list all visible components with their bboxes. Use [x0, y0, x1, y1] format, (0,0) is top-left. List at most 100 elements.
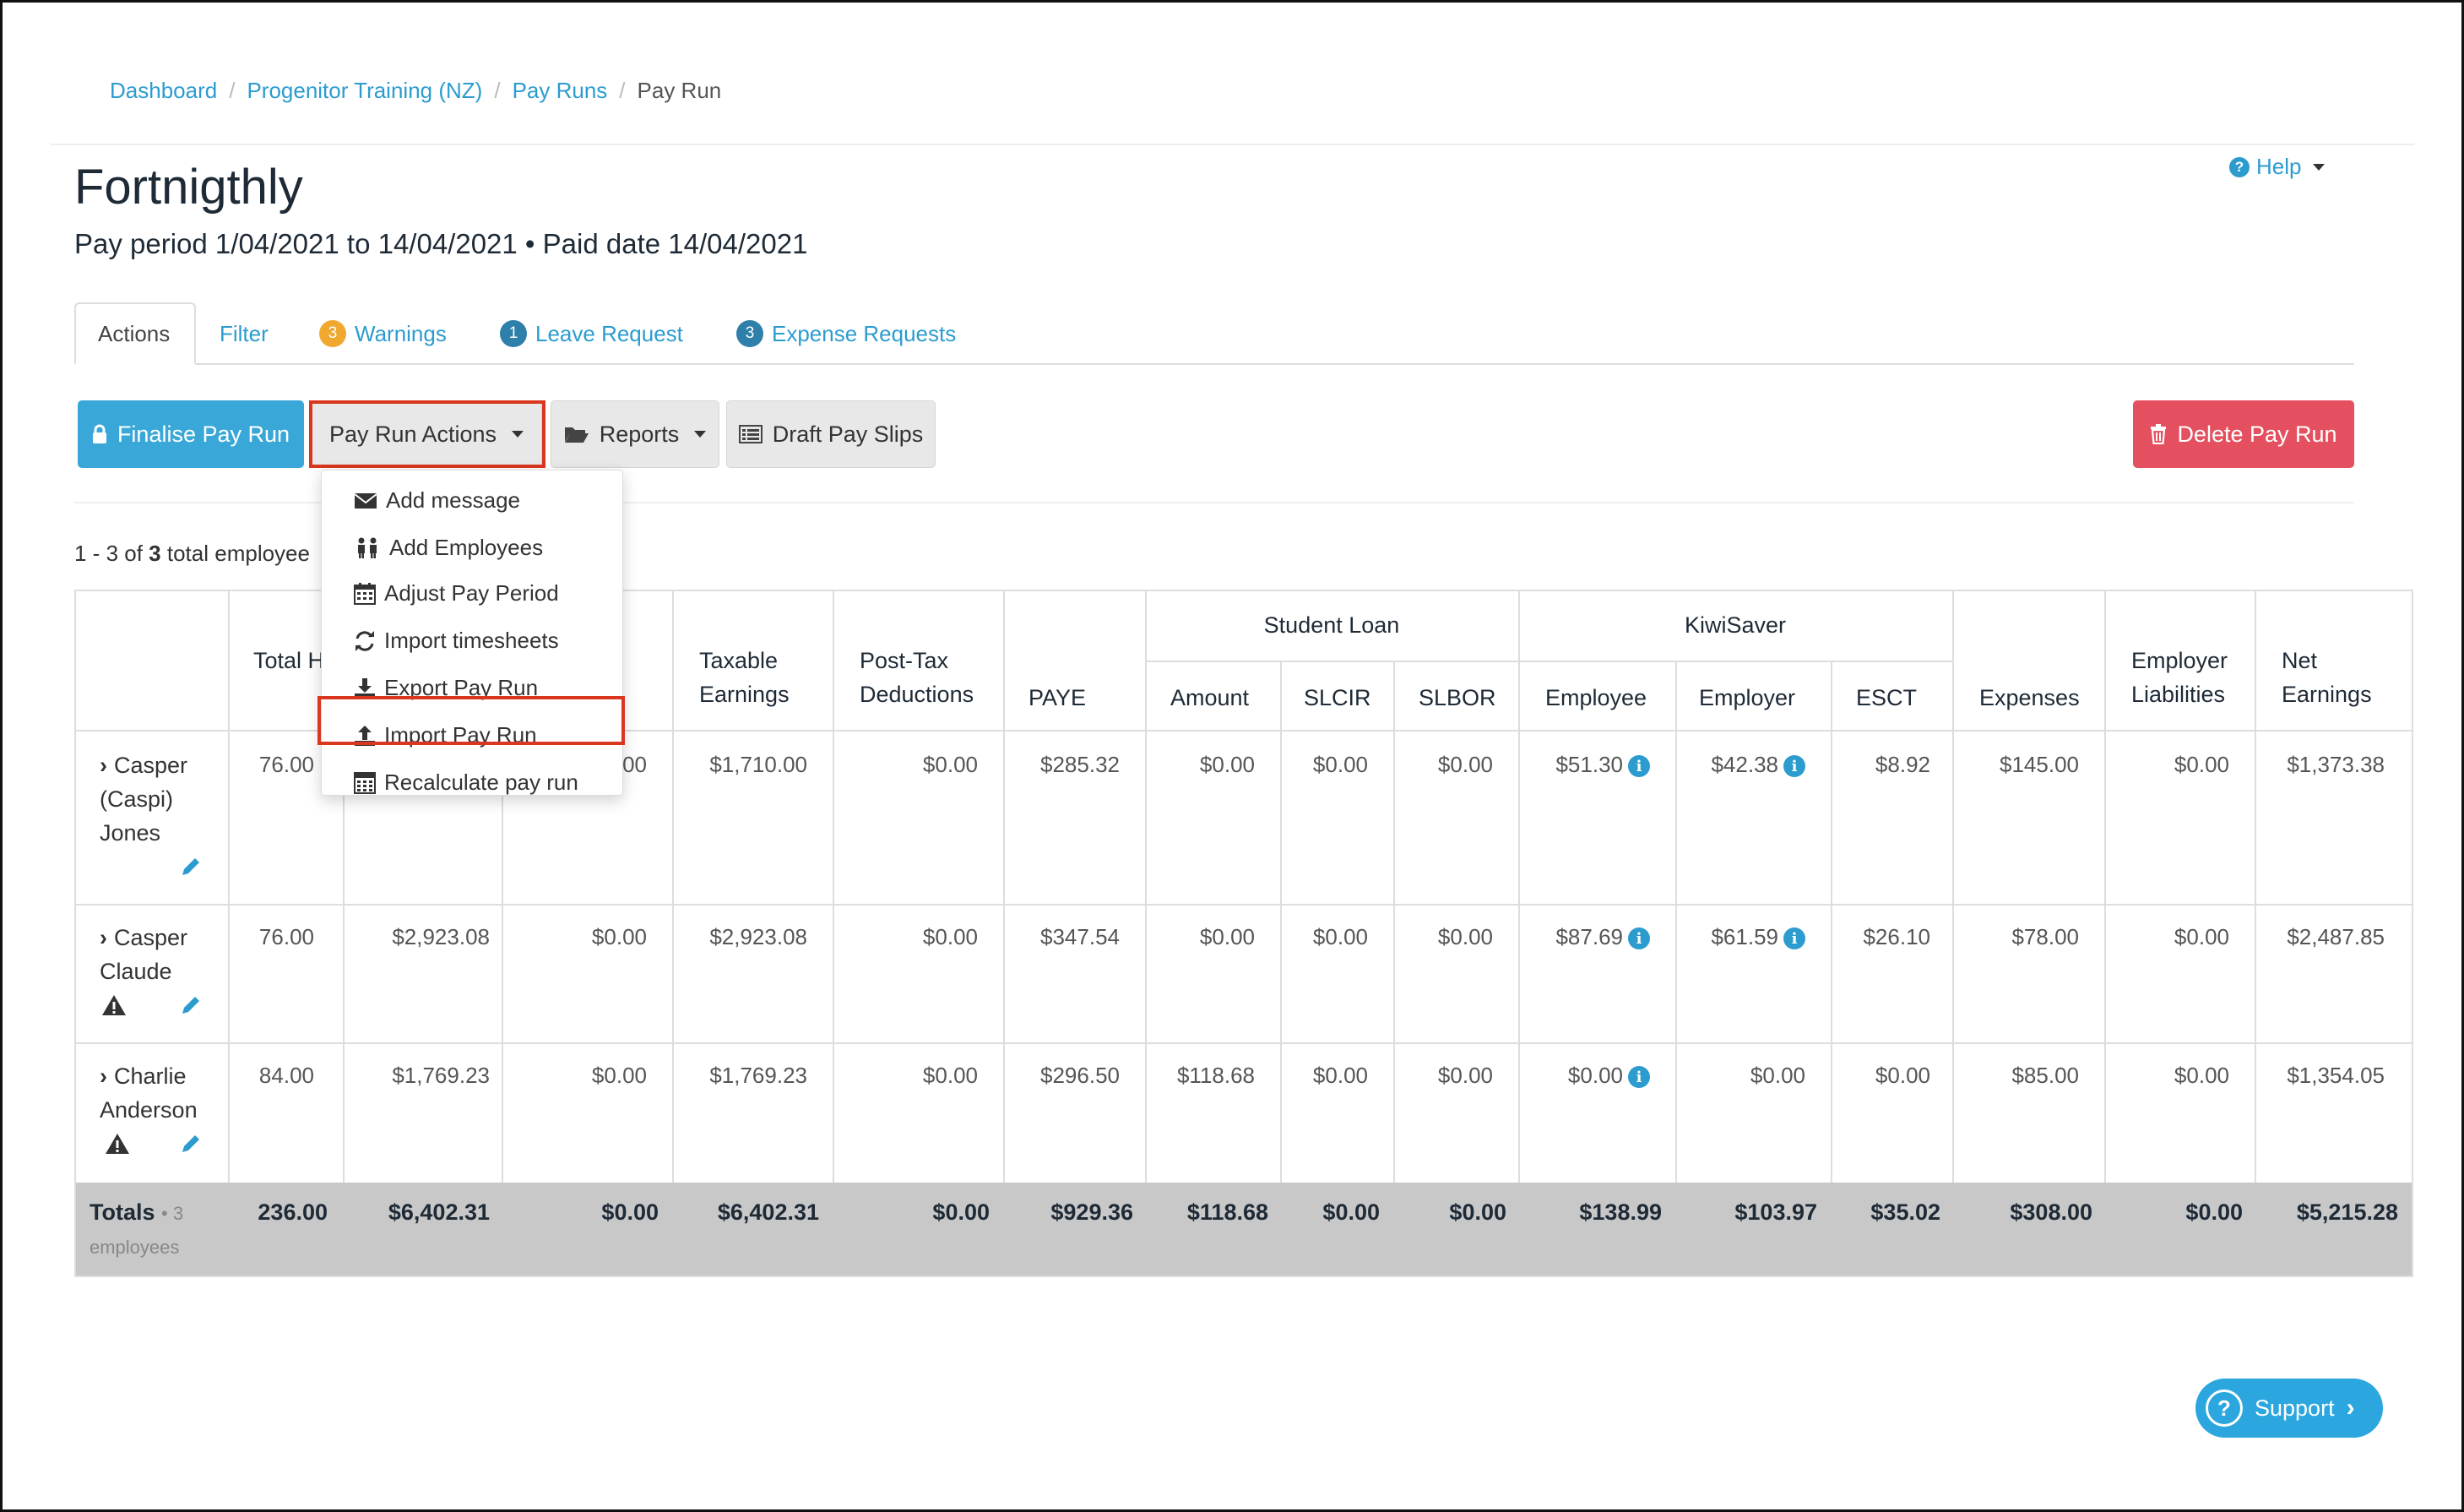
total-expenses: $308.00 [2010, 1199, 2092, 1225]
name-line: Casper [114, 753, 188, 778]
col-divider [1003, 591, 1005, 1183]
reports-button[interactable]: Reports [551, 400, 719, 468]
question-circle-icon: ? [2206, 1390, 2243, 1427]
cell-slbor: $0.00 [1437, 924, 1493, 949]
draft-pay-slips-button[interactable]: Draft Pay Slips [726, 400, 936, 468]
total-hours: 236.00 [258, 1199, 328, 1225]
count-suffix: total employee [166, 541, 310, 566]
menu-item-add-employees[interactable]: Add Employees [354, 535, 543, 561]
info-icon[interactable]: i [1628, 927, 1650, 950]
tab-leave-request[interactable]: 1 Leave Request [500, 302, 683, 365]
tab-warnings[interactable]: 3 Warnings [319, 302, 447, 365]
cell-paye: $285.32 [1040, 752, 1120, 777]
caret-down-icon [2313, 163, 2326, 171]
name-line: Charlie [114, 1063, 187, 1089]
group-header-divider [1145, 661, 1952, 662]
header-slbor[interactable]: SLBOR [1419, 681, 1496, 715]
cell-ks-employer: $0.00 [1750, 1063, 1805, 1088]
caret-down-icon [694, 431, 707, 438]
menu-item-adjust-pay-period[interactable]: Adjust Pay Period [354, 580, 559, 606]
chevron-right-icon: › [2346, 1394, 2355, 1422]
info-icon[interactable]: i [1783, 927, 1805, 950]
header-expenses[interactable]: Expenses [1979, 681, 2080, 715]
tab-label: Filter [220, 320, 269, 346]
warning-icon[interactable] [105, 1132, 130, 1156]
totals-employees: employees [90, 1237, 180, 1258]
tab-label: Expense Requests [772, 320, 957, 346]
pay-run-actions-menu: Add message Add Employees Adjust Pay Per… [321, 470, 623, 796]
cell-gross: $1,769.23 [392, 1063, 490, 1088]
finalise-pay-run-button[interactable]: Finalise Pay Run [78, 400, 304, 468]
help-dropdown[interactable]: ? Help [2229, 154, 2326, 180]
cell-gross: $2,923.08 [392, 924, 490, 949]
pencil-icon[interactable] [179, 993, 203, 1017]
header-label: Amount [1170, 685, 1250, 710]
header-label: Net Earnings [2282, 648, 2372, 707]
info-icon[interactable]: i [1783, 755, 1805, 778]
header-esct[interactable]: ESCT [1856, 681, 1917, 715]
employee-name-casper-claude[interactable]: › Casper Claude [100, 921, 187, 988]
header-net-earnings[interactable]: Net Earnings [2282, 644, 2391, 711]
tab-filter[interactable]: Filter [220, 302, 269, 365]
count-total: 3 [149, 541, 161, 566]
cell-ks-employer: $61.59 i [1711, 924, 1805, 950]
totals-label: Totals • 3 [90, 1199, 183, 1226]
header-ks-employee[interactable]: Employee [1545, 681, 1647, 715]
cell-ks-employee: $51.30 i [1555, 752, 1650, 778]
cell-value: $51.30 [1555, 752, 1623, 777]
cell-net: $1,373.38 [2287, 752, 2385, 777]
header-divider [51, 144, 2415, 145]
header-post-tax-deductions[interactable]: Post-Tax Deductions [860, 644, 995, 711]
header-amount[interactable]: Amount [1170, 681, 1249, 715]
breadcrumb-dashboard[interactable]: Dashboard [110, 78, 218, 103]
cell-net: $1,354.05 [2287, 1063, 2385, 1088]
name-line: Claude [100, 959, 172, 984]
header-employer-liabilities[interactable]: Employer Liabilities [2131, 644, 2250, 711]
highlight-pay-run-actions [309, 400, 545, 468]
chevron-right-icon: › [100, 1063, 107, 1089]
col-divider [1952, 591, 1954, 1183]
help-label: Help [2256, 154, 2302, 179]
pay-run-actions-button[interactable]: Pay Run Actions [311, 400, 542, 468]
folder-open-icon [564, 427, 589, 443]
header-taxable-earnings[interactable]: Taxable Earnings [699, 644, 817, 711]
menu-item-label: Recalculate pay run [384, 770, 578, 795]
support-button[interactable]: ? Support › [2195, 1379, 2383, 1438]
col-divider [343, 591, 345, 1183]
header-ks-employer[interactable]: Employer [1699, 681, 1795, 715]
pencil-icon[interactable] [179, 1132, 203, 1156]
employee-name-casper-jones[interactable]: › Casper (Caspi) Jones [100, 748, 187, 850]
header-student-loan: Student Loan [1145, 608, 1518, 642]
header-paye[interactable]: PAYE [1028, 681, 1086, 715]
cell-liabilities: $0.00 [2174, 752, 2229, 777]
tab-actions[interactable]: Actions [74, 302, 196, 365]
delete-pay-run-button[interactable]: Delete Pay Run [2133, 400, 2354, 468]
tab-expense-requests[interactable]: 3 Expense Requests [736, 302, 956, 365]
employee-name-charlie-anderson[interactable]: › Charlie Anderson [100, 1059, 198, 1127]
col-divider [228, 591, 230, 1183]
warning-icon[interactable] [101, 993, 127, 1017]
menu-item-recalculate-pay-run[interactable]: Recalculate pay run [354, 770, 578, 796]
cell-ks-employee: $0.00 i [1568, 1063, 1650, 1089]
breadcrumb-pay-runs[interactable]: Pay Runs [512, 78, 608, 103]
pay-run-table [74, 590, 2413, 1277]
cell-expenses: $85.00 [2011, 1063, 2079, 1088]
envelope-icon [354, 492, 377, 509]
menu-item-import-timesheets[interactable]: Import timesheets [354, 628, 559, 654]
question-icon: ? [2229, 156, 2250, 177]
menu-item-add-message[interactable]: Add message [354, 487, 520, 514]
total-sl-amount: $118.68 [1186, 1199, 1268, 1225]
header-label: ESCT [1856, 685, 1918, 710]
cell-slbor: $0.00 [1437, 1063, 1493, 1088]
menu-item-label: Add Employees [389, 535, 544, 560]
info-icon[interactable]: i [1628, 755, 1650, 778]
draft-pay-slips-label: Draft Pay Slips [772, 421, 924, 447]
header-slcir[interactable]: SLCIR [1304, 681, 1371, 715]
total-paye: $929.36 [1050, 1199, 1133, 1225]
col-divider [1518, 591, 1520, 1183]
cell-liabilities: $0.00 [2174, 924, 2229, 949]
info-icon[interactable]: i [1628, 1066, 1650, 1089]
pencil-icon[interactable] [179, 855, 203, 878]
download-icon [355, 677, 375, 699]
breadcrumb-company[interactable]: Progenitor Training (NZ) [247, 78, 483, 103]
